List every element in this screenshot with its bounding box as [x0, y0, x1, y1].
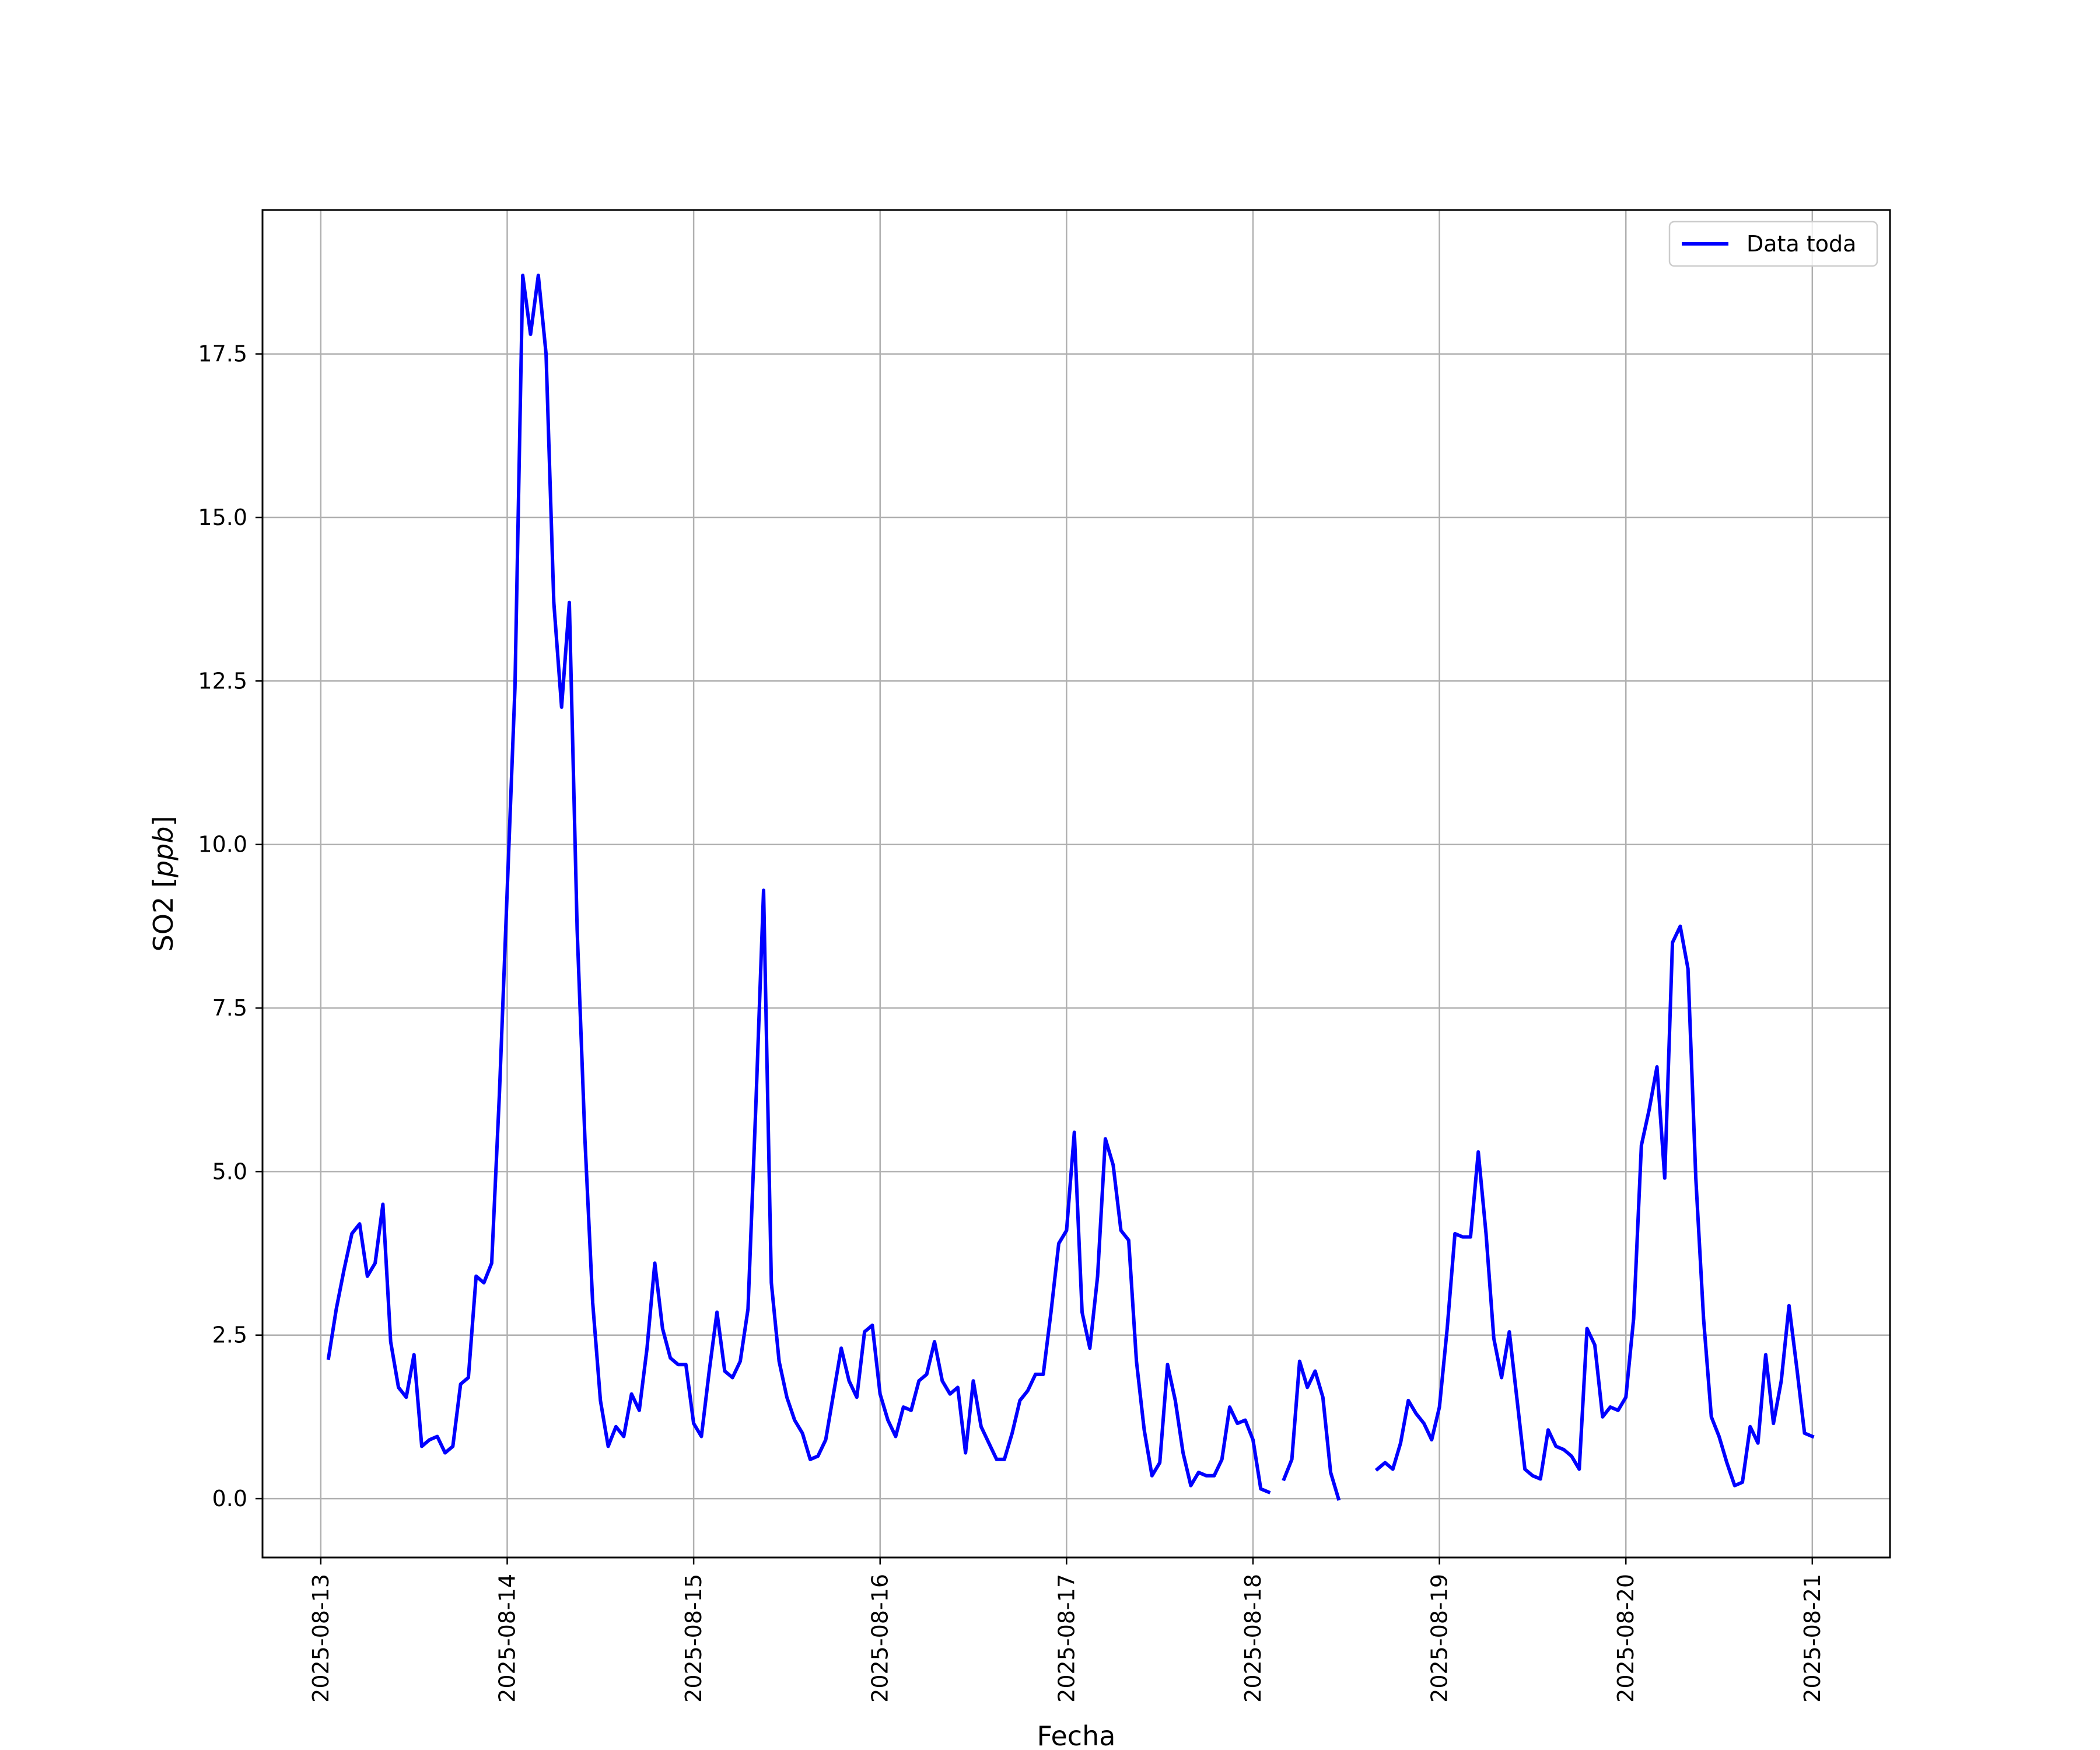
x-tick-label: 2025-08-21	[1800, 1574, 1825, 1703]
x-tick-label: 2025-08-14	[494, 1574, 520, 1703]
plot-frame	[261, 209, 1891, 1559]
grid-lines	[262, 210, 1890, 1558]
legend: Data toda	[1668, 220, 1878, 267]
y-axis-ticks: 0.0 2.5 5.0 7.5 10.0 12.5 15.0 17.5	[198, 341, 262, 1511]
y-tick-label: 0.0	[212, 1486, 247, 1511]
legend-box	[1668, 220, 1878, 267]
legend-label: Data toda	[1746, 231, 1856, 257]
y-axis-label-suffix: ]	[148, 816, 179, 827]
y-axis-label-prefix: SO2 [	[148, 877, 179, 951]
y-tick-label: 17.5	[198, 341, 247, 367]
y-tick-label: 12.5	[198, 668, 247, 694]
x-tick-label: 2025-08-20	[1613, 1574, 1639, 1703]
x-tick-label: 2025-08-16	[867, 1574, 893, 1703]
x-tick-label: 2025-08-13	[308, 1574, 334, 1703]
y-tick-label: 7.5	[212, 995, 247, 1021]
series-line-data-toda	[326, 274, 1815, 1501]
x-axis-ticks: 2025-08-13 2025-08-14 2025-08-15 2025-08-16…	[308, 1558, 1825, 1703]
x-axis-label: Fecha	[1037, 1720, 1116, 1750]
y-tick-label: 15.0	[198, 505, 247, 530]
series-layer	[326, 274, 1815, 1501]
x-tick-label: 2025-08-15	[681, 1574, 706, 1703]
x-tick-label: 2025-08-19	[1427, 1574, 1452, 1703]
y-tick-label: 2.5	[212, 1322, 247, 1348]
y-axis-label-unit: ppb	[148, 827, 179, 878]
y-tick-label: 5.0	[212, 1158, 247, 1184]
y-tick-label: 10.0	[198, 832, 247, 858]
y-axis-label: SO2 [ppb]	[148, 816, 179, 952]
x-tick-label: 2025-08-17	[1054, 1574, 1079, 1703]
x-tick-label: 2025-08-18	[1240, 1574, 1266, 1703]
